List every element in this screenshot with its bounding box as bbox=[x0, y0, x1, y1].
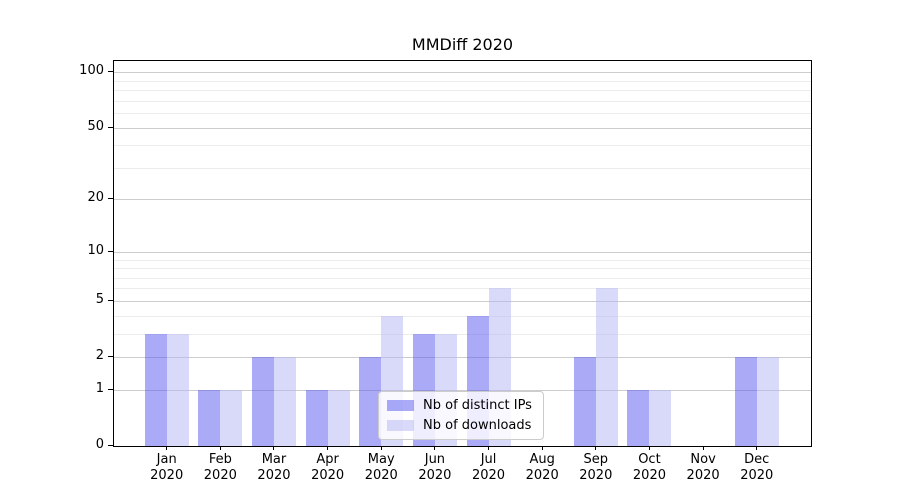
x-axis-tick bbox=[756, 446, 758, 450]
x-axis-tick bbox=[595, 446, 597, 450]
legend-label-distinct-ips: Nb of distinct IPs bbox=[423, 398, 532, 413]
bar-nb-of-distinct-ips-feb-2020 bbox=[198, 389, 221, 446]
y-tick-label: 0 bbox=[95, 437, 104, 452]
x-tick-label: Jun 2020 bbox=[418, 452, 452, 483]
y-axis-tick bbox=[108, 71, 113, 73]
bar-nb-of-downloads-feb-2020 bbox=[220, 389, 243, 446]
y-major-gridline bbox=[114, 357, 811, 359]
x-tick-label: May 2020 bbox=[364, 452, 398, 483]
legend-swatch-downloads bbox=[387, 420, 414, 431]
x-tick-label: Jan 2020 bbox=[150, 452, 184, 483]
chart-title: MMDiff 2020 bbox=[411, 35, 514, 54]
x-axis-tick bbox=[166, 446, 168, 450]
x-axis-tick bbox=[541, 446, 543, 450]
y-minor-gridline bbox=[114, 100, 811, 102]
x-tick-label: Oct 2020 bbox=[632, 452, 666, 483]
bar-nb-of-distinct-ips-jan-2020 bbox=[144, 333, 167, 446]
bar-nb-of-distinct-ips-apr-2020 bbox=[305, 389, 328, 446]
x-tick-label: Feb 2020 bbox=[203, 452, 237, 483]
y-minor-gridline bbox=[114, 80, 811, 82]
x-axis-tick bbox=[488, 446, 490, 450]
y-axis-tick bbox=[108, 198, 113, 200]
y-major-gridline bbox=[114, 72, 811, 74]
y-axis-tick bbox=[108, 126, 113, 128]
bar-nb-of-downloads-jan-2020 bbox=[166, 333, 189, 446]
legend-item-downloads: Nb of downloads bbox=[387, 418, 532, 433]
y-major-gridline bbox=[114, 127, 811, 129]
bar-nb-of-downloads-dec-2020 bbox=[756, 357, 779, 446]
bar-nb-of-distinct-ips-mar-2020 bbox=[251, 357, 274, 446]
y-axis-tick bbox=[108, 445, 113, 446]
y-axis-tick bbox=[108, 356, 113, 358]
legend-item-distinct-ips: Nb of distinct IPs bbox=[387, 398, 532, 413]
y-major-gridline bbox=[114, 300, 811, 302]
bar-nb-of-downloads-oct-2020 bbox=[649, 389, 672, 446]
plot-area bbox=[113, 60, 812, 447]
y-minor-gridline bbox=[114, 167, 811, 169]
y-major-gridline bbox=[114, 389, 811, 391]
x-axis-tick bbox=[273, 446, 275, 450]
bar-nb-of-downloads-sep-2020 bbox=[595, 288, 618, 446]
y-minor-gridline bbox=[114, 268, 811, 270]
x-axis-tick bbox=[702, 446, 704, 450]
bar-nb-of-downloads-mar-2020 bbox=[273, 357, 296, 446]
y-axis-tick bbox=[108, 250, 113, 252]
x-axis-tick bbox=[219, 446, 221, 450]
bar-nb-of-distinct-ips-dec-2020 bbox=[734, 357, 757, 446]
x-axis-tick bbox=[327, 446, 329, 450]
y-minor-gridline bbox=[114, 333, 811, 335]
y-axis-tick bbox=[108, 299, 113, 301]
x-axis-tick bbox=[648, 446, 650, 450]
y-tick-label: 100 bbox=[79, 63, 104, 79]
y-tick-label: 50 bbox=[87, 118, 104, 134]
x-tick-label: Jul 2020 bbox=[471, 452, 506, 483]
y-tick-label: 20 bbox=[87, 190, 104, 206]
y-minor-gridline bbox=[114, 113, 811, 115]
x-tick-label: Nov 2020 bbox=[686, 452, 720, 483]
y-tick-label: 2 bbox=[95, 348, 104, 364]
x-tick-label: Mar 2020 bbox=[257, 452, 291, 483]
y-minor-gridline bbox=[114, 277, 811, 279]
x-tick-label: Apr 2020 bbox=[311, 452, 345, 483]
bar-nb-of-distinct-ips-sep-2020 bbox=[573, 357, 596, 446]
x-tick-label: Dec 2020 bbox=[740, 452, 774, 483]
y-major-gridline bbox=[114, 251, 811, 253]
y-tick-label: 5 bbox=[95, 291, 104, 307]
x-tick-label: Sep 2020 bbox=[579, 452, 613, 483]
y-major-gridline bbox=[114, 199, 811, 201]
legend: Nb of distinct IPs Nb of downloads bbox=[378, 391, 544, 440]
y-minor-gridline bbox=[114, 145, 811, 147]
y-minor-gridline bbox=[114, 315, 811, 317]
x-tick-label: Aug 2020 bbox=[525, 452, 559, 483]
y-minor-gridline bbox=[114, 288, 811, 290]
legend-swatch-distinct-ips bbox=[387, 400, 414, 411]
y-axis-tick bbox=[108, 388, 113, 390]
bar-nb-of-downloads-apr-2020 bbox=[327, 389, 350, 446]
y-minor-gridline bbox=[114, 259, 811, 261]
y-tick-label: 10 bbox=[87, 242, 104, 258]
y-tick-label: 1 bbox=[95, 380, 104, 396]
x-axis-tick bbox=[380, 446, 382, 450]
y-minor-gridline bbox=[114, 90, 811, 92]
bar-nb-of-distinct-ips-oct-2020 bbox=[627, 389, 650, 446]
bar-nb-of-distinct-ips-may-2020 bbox=[359, 357, 382, 446]
legend-label-downloads: Nb of downloads bbox=[423, 418, 532, 433]
x-axis-tick bbox=[434, 446, 436, 450]
